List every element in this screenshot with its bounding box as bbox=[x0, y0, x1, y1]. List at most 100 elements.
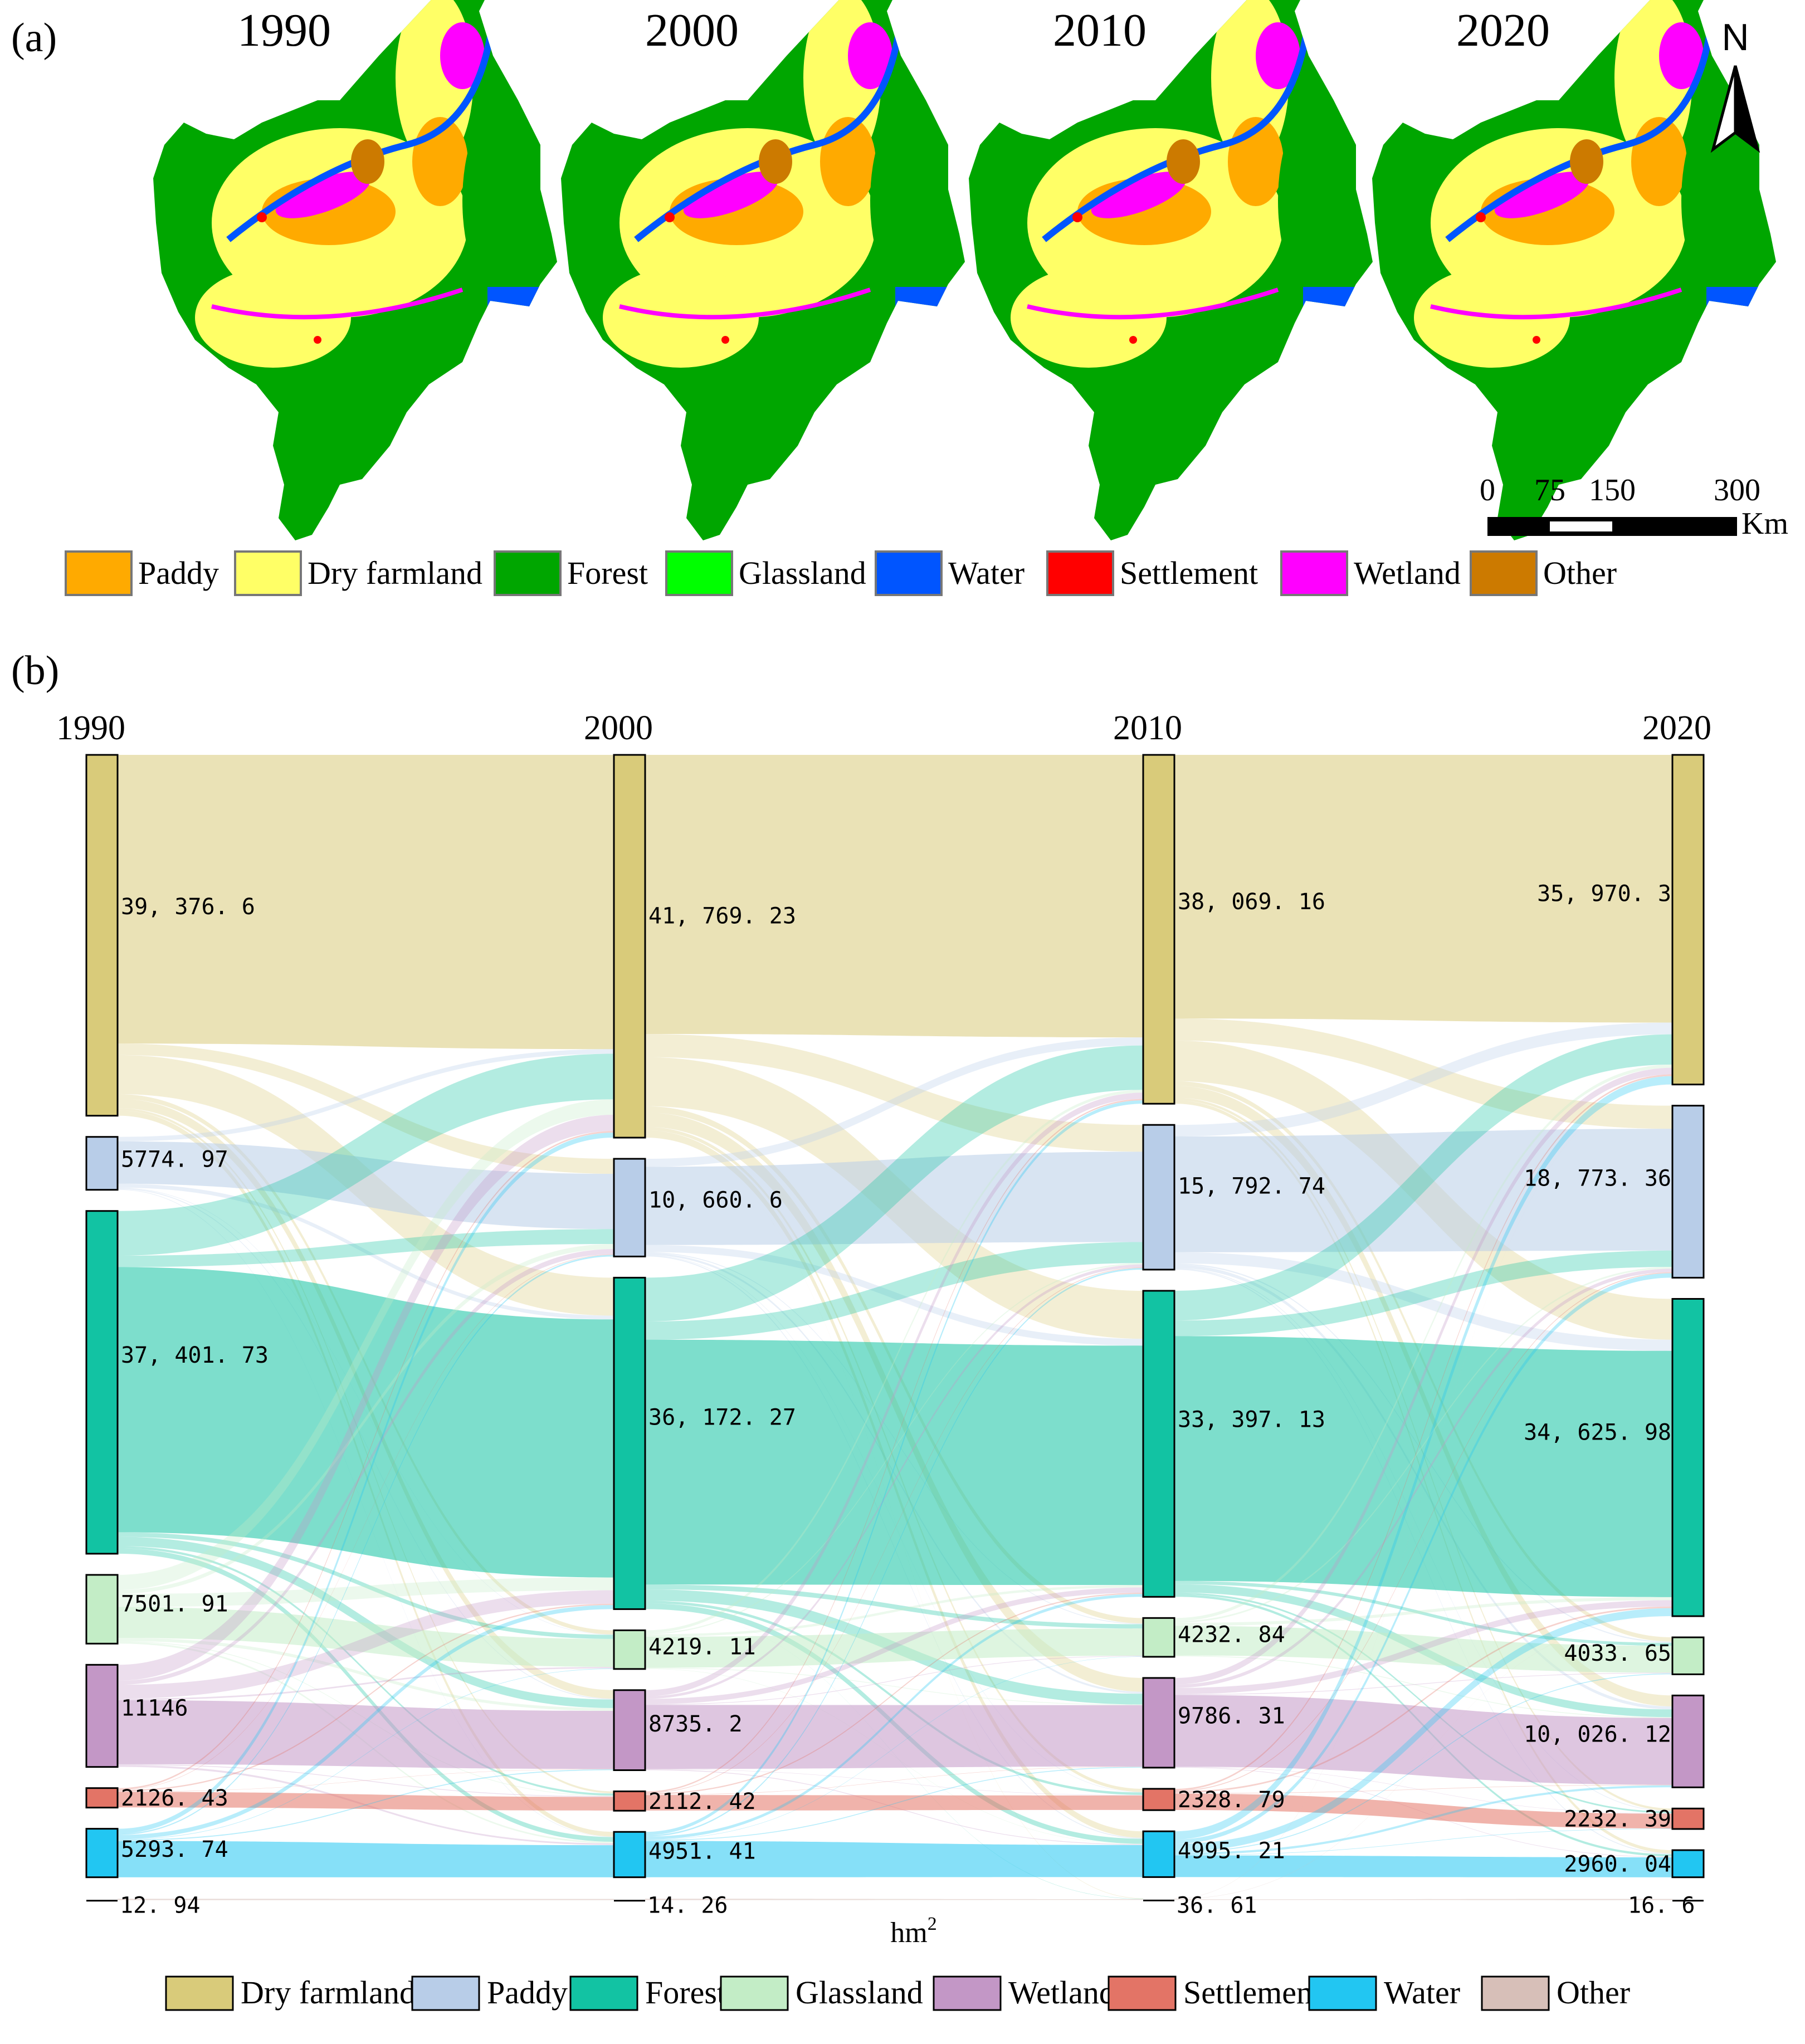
column-year-label: 2010 bbox=[1113, 709, 1182, 747]
settlement-patch bbox=[1533, 336, 1540, 344]
legend-swatch bbox=[1308, 1975, 1377, 2011]
flow-forest-to-dry-farmland bbox=[1174, 1034, 1672, 1321]
legend-swatch bbox=[234, 550, 302, 596]
node-value-label: 35, 970. 3 bbox=[1537, 881, 1671, 907]
flow-glassland-to-forest bbox=[1174, 1597, 1672, 1626]
flow-water-to-settlement bbox=[1174, 1828, 1672, 1856]
settlement-patch bbox=[1129, 336, 1137, 344]
map-2010: 2010 bbox=[969, 0, 1373, 540]
flow-paddy-to-forest bbox=[645, 1245, 1143, 1346]
flow-water-to-dry-farmland bbox=[645, 1100, 1143, 1836]
node-value-label: 8735. 2 bbox=[648, 1711, 743, 1737]
settlement-patch bbox=[257, 212, 267, 222]
node-water-2010: 4995. 21 bbox=[1142, 1830, 1285, 1878]
river-line bbox=[1042, 0, 1315, 242]
flow-other-to-other bbox=[645, 1899, 1143, 1900]
node-bar bbox=[613, 1629, 646, 1670]
flow-glassland-to-paddy bbox=[645, 1263, 1143, 1635]
legend-swatch bbox=[1108, 1975, 1177, 2011]
flow-forest-to-dry-farmland bbox=[645, 1045, 1143, 1322]
flow-water-to-paddy bbox=[645, 1268, 1143, 1837]
flow-settlement-to-wetland bbox=[1174, 1784, 1672, 1794]
flow-water-to-paddy bbox=[118, 1255, 614, 1835]
node-value-label: 12. 94 bbox=[120, 1893, 201, 1919]
unit-label-text: hm bbox=[890, 1917, 927, 1949]
legend-swatch bbox=[411, 1975, 480, 2011]
lake-patch bbox=[1303, 287, 1370, 312]
flow-forest-to-forest bbox=[118, 1267, 614, 1578]
flow-forest-to-forest bbox=[645, 1339, 1143, 1586]
legend-swatch bbox=[720, 1975, 789, 2011]
flow-paddy-to-dry-farmland bbox=[645, 1037, 1143, 1167]
settlement-patch bbox=[1476, 212, 1486, 222]
map-1990: 1990 bbox=[153, 0, 557, 540]
flow-water-to-forest bbox=[118, 1604, 614, 1840]
node-glassland-2000: 4219. 11 bbox=[613, 1629, 756, 1670]
wetland-patch bbox=[1091, 172, 1187, 218]
sankey-legend-item: Dry farmland bbox=[165, 1974, 416, 2011]
scale-tick-75: 75 bbox=[1534, 473, 1565, 508]
node-value-label: 2960. 04 bbox=[1564, 1851, 1671, 1877]
flow-water-to-forest bbox=[1174, 1608, 1672, 1852]
flow-paddy-to-dry-farmland bbox=[118, 1049, 614, 1141]
node-bar bbox=[85, 1136, 119, 1191]
column-year-label: 2000 bbox=[584, 709, 653, 747]
node-value-label: 33, 397. 13 bbox=[1178, 1407, 1325, 1433]
flow-settlement-to-paddy bbox=[118, 1254, 614, 1791]
node-value-label: 38, 069. 16 bbox=[1178, 889, 1325, 915]
wetland-patch bbox=[1256, 22, 1300, 89]
flow-water-to-water bbox=[1174, 1855, 1672, 1877]
node-value-label: 7501. 91 bbox=[121, 1592, 228, 1617]
node-value-label: 34, 625. 98 bbox=[1524, 1420, 1671, 1446]
node-bar bbox=[613, 1158, 646, 1257]
node-bar bbox=[1671, 1105, 1705, 1279]
node-bar bbox=[1671, 1636, 1705, 1675]
flow-water-to-wetland bbox=[118, 1769, 614, 1841]
map-legend-item: Other bbox=[1470, 550, 1617, 596]
flow-settlement-to-paddy bbox=[645, 1267, 1143, 1794]
flow-paddy-to-paddy bbox=[645, 1152, 1143, 1245]
node-bar bbox=[1142, 1290, 1175, 1598]
node-forest-2000: 36, 172. 27 bbox=[613, 1276, 796, 1610]
node-settlement-1990: 2126. 43 bbox=[85, 1786, 228, 1811]
flow-glassland-to-glassland bbox=[118, 1607, 614, 1667]
lake-patch bbox=[895, 287, 962, 312]
river-line bbox=[634, 0, 907, 242]
node-value-label: 2112. 42 bbox=[648, 1789, 756, 1814]
map-legend-item: Paddy bbox=[65, 550, 219, 596]
north-arrow-right-icon bbox=[1734, 65, 1760, 153]
legend-label: Dry farmland bbox=[308, 555, 482, 591]
flow-water-to-paddy bbox=[1174, 1273, 1672, 1844]
flow-glassland-to-wetland bbox=[118, 1638, 614, 1711]
flow-settlement-to-settlement bbox=[1174, 1793, 1672, 1829]
flow-wetland-to-paddy bbox=[645, 1264, 1143, 1699]
sankey-chart: 1990 39, 376. 6 5774. 97 37, 401. 73 7501. 9… bbox=[56, 709, 1711, 1919]
flow-forest-to-forest bbox=[1174, 1336, 1672, 1597]
wetland-river-line bbox=[1430, 287, 1682, 320]
legend-label: Settlement bbox=[1183, 1974, 1321, 2011]
map-legend-item: Water bbox=[875, 550, 1025, 596]
node-bar bbox=[613, 1689, 646, 1772]
legend-swatch bbox=[494, 550, 562, 596]
unit-label-superscript: 2 bbox=[928, 1914, 937, 1934]
wetland-patch bbox=[440, 22, 485, 89]
node-value-label: 10, 026. 12 bbox=[1524, 1722, 1671, 1748]
node-other-2020: 16. 6 bbox=[1628, 1893, 1704, 1919]
legend-label: Paddy bbox=[138, 555, 219, 591]
node-settlement-2000: 2112. 42 bbox=[613, 1789, 756, 1814]
node-bar bbox=[1142, 1788, 1175, 1811]
other-patch bbox=[1167, 139, 1200, 184]
legend-label: Glassland bbox=[796, 1974, 923, 2011]
grassland-patch bbox=[1301, 318, 1321, 351]
flow-water-to-wetland bbox=[1174, 1785, 1672, 1855]
grassland-patch bbox=[1705, 318, 1725, 351]
map-year-title: 2020 bbox=[1456, 4, 1550, 56]
node-settlement-2010: 2328. 79 bbox=[1142, 1787, 1285, 1813]
flow-settlement-to-wetland bbox=[645, 1766, 1143, 1796]
river-line bbox=[1445, 0, 1718, 242]
flow-water-to-forest bbox=[645, 1594, 1143, 1840]
node-value-label: 4951. 41 bbox=[648, 1838, 756, 1864]
legend-label: Water bbox=[1384, 1974, 1460, 2011]
flow-glassland-to-wetland bbox=[1174, 1655, 1672, 1718]
